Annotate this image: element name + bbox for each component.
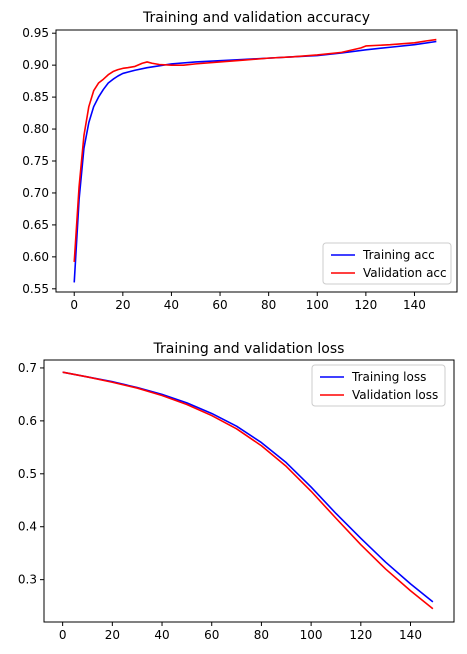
series-line-validation-loss [62, 371, 434, 610]
x-tick-label: 0 [59, 628, 67, 642]
x-tick-label: 40 [164, 298, 179, 312]
y-tick-label: 0.95 [22, 26, 49, 40]
legend-label: Training acc [362, 248, 435, 262]
series-line-validation-acc [73, 38, 437, 263]
legend-label: Validation loss [352, 388, 438, 402]
y-tick-label: 0.90 [22, 58, 49, 72]
x-tick-label: 80 [254, 628, 269, 642]
y-tick-label: 0.5 [18, 467, 37, 481]
y-tick-label: 0.6 [18, 414, 37, 428]
y-tick-label: 0.7 [18, 361, 37, 375]
y-tick-label: 0.55 [22, 282, 49, 296]
ticks-layer: 0 20 40 60 80 100 120 140 0.55 0.60 0.65 0.70 0.75 0.… [22, 26, 426, 312]
chart-title: Training and validation loss [153, 341, 345, 357]
plot-area [62, 371, 434, 610]
x-tick-label: 100 [300, 628, 323, 642]
x-tick-label: 100 [306, 298, 329, 312]
legend: Training loss Validation loss [311, 364, 446, 407]
accuracy-chart: Training and validation accuracy 0 20 40 60… [22, 10, 458, 312]
chart-title: Training and validation accuracy [142, 10, 370, 26]
y-tick-label: 0.60 [22, 250, 49, 264]
x-tick-label: 20 [115, 298, 130, 312]
legend-label: Training loss [351, 370, 426, 384]
plot-frame [43, 359, 455, 623]
x-tick-label: 60 [204, 628, 219, 642]
x-tick-label: 40 [154, 628, 169, 642]
plot-area [73, 38, 437, 283]
ticks-layer: 0 20 40 60 80 100 120 140 0.3 0.4 0.5 0.6 0.7 [18, 361, 422, 642]
x-tick-label: 20 [105, 628, 120, 642]
x-tick-label: 80 [261, 298, 276, 312]
loss-chart: Training and validation loss 0 20 40 60 80 10… [18, 341, 455, 642]
legend-label: Validation acc [363, 266, 447, 280]
y-tick-label: 0.75 [22, 154, 49, 168]
series-line-training-loss [62, 371, 434, 603]
x-tick-label: 120 [354, 298, 377, 312]
x-tick-label: 60 [212, 298, 227, 312]
legend-box [311, 364, 446, 407]
x-tick-label: 140 [399, 628, 422, 642]
y-tick-label: 0.3 [18, 573, 37, 587]
y-tick-label: 0.80 [22, 122, 49, 136]
plot-frame [55, 29, 458, 293]
y-tick-label: 0.85 [22, 90, 49, 104]
y-tick-label: 0.70 [22, 186, 49, 200]
y-tick-label: 0.4 [18, 520, 37, 534]
x-tick-label: 0 [70, 298, 78, 312]
y-tick-label: 0.65 [22, 218, 49, 232]
legend: Training acc Validation acc [322, 242, 452, 285]
x-tick-label: 120 [349, 628, 372, 642]
x-tick-label: 140 [403, 298, 426, 312]
